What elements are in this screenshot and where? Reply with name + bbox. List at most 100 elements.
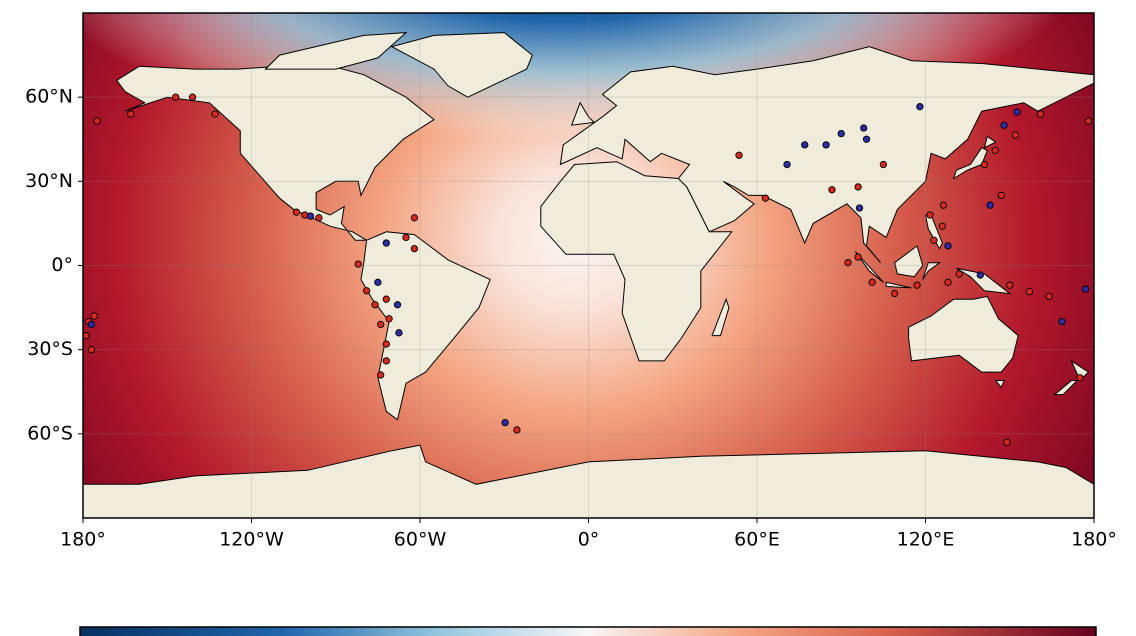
event-marker — [127, 110, 135, 118]
y-tick-label: 0° — [51, 254, 73, 276]
landmass — [894, 245, 924, 278]
event-marker — [87, 346, 96, 354]
event-marker — [93, 117, 101, 125]
x-tick-label: 120°E — [897, 529, 955, 551]
event-marker — [382, 357, 390, 365]
event-marker — [1036, 110, 1045, 118]
event-marker — [890, 289, 899, 298]
event-marker — [735, 151, 743, 159]
x-tick-label: 120°W — [219, 529, 284, 551]
landmass — [711, 297, 730, 337]
event-marker — [354, 260, 362, 268]
event-marker — [371, 301, 379, 309]
event-marker — [395, 329, 403, 337]
event-marker — [1000, 121, 1008, 129]
event-marker — [87, 320, 96, 329]
event-marker — [855, 204, 864, 212]
event-marker — [986, 201, 994, 209]
event-marker — [90, 312, 98, 320]
land — [83, 32, 1094, 518]
event-marker — [916, 103, 924, 111]
event-marker — [1013, 108, 1021, 116]
x-tick-label: 0° — [578, 529, 600, 551]
landmass — [540, 161, 733, 362]
x-tick-label: 60°W — [394, 529, 447, 551]
landmass — [570, 101, 596, 126]
landmass — [83, 444, 1094, 518]
x-tick-label: 60°E — [734, 529, 780, 551]
event-marker — [837, 129, 845, 138]
landmass — [983, 135, 997, 149]
colorbar — [79, 626, 1097, 636]
event-marker — [402, 233, 410, 242]
x-tick-label: 180° — [1071, 529, 1117, 551]
landmass — [1053, 380, 1079, 396]
map-area — [83, 13, 1094, 518]
event-marker — [393, 301, 402, 309]
event-marker — [980, 160, 989, 169]
landmass — [885, 281, 912, 289]
y-tick-label: 60°N — [25, 86, 73, 108]
event-marker — [306, 212, 315, 220]
event-marker — [926, 211, 934, 219]
x-tick-label: 180° — [60, 529, 106, 551]
landmass — [922, 262, 941, 280]
event-marker — [860, 124, 868, 132]
event-marker — [501, 418, 509, 427]
landmass — [264, 32, 408, 70]
landmass — [559, 46, 1094, 264]
event-marker — [374, 278, 382, 286]
event-marker — [362, 287, 371, 295]
event-marker — [844, 259, 852, 267]
event-marker — [930, 236, 938, 244]
event-marker — [385, 315, 393, 323]
event-marker — [188, 93, 197, 101]
event-marker — [377, 371, 385, 379]
event-marker — [1003, 438, 1011, 446]
ticks: 180° 120°W 60°W 0° 60°E 120°E 180° 60°N 30°N 0° 30… — [25, 86, 1117, 551]
event-marker — [997, 191, 1005, 200]
event-marker — [939, 201, 948, 209]
event-marker — [1076, 374, 1084, 382]
event-marker — [938, 222, 946, 230]
event-marker — [382, 239, 390, 247]
landmass — [994, 380, 1005, 389]
event-marker — [761, 194, 770, 202]
grid — [83, 13, 1094, 518]
event-marker — [955, 270, 963, 278]
event-marker — [828, 186, 836, 194]
landmass — [1070, 359, 1090, 382]
event-marker — [315, 214, 323, 222]
event-marker — [854, 253, 862, 261]
y-tick-label: 30°S — [27, 338, 73, 360]
event-marker — [1084, 117, 1093, 125]
landmass — [390, 32, 533, 98]
event-marker — [783, 160, 791, 169]
event-marker — [410, 245, 419, 253]
event-marker — [83, 331, 90, 340]
event-marker — [382, 295, 390, 303]
event-marker — [976, 271, 984, 279]
event-marker — [868, 278, 876, 286]
event-marker — [1081, 285, 1090, 293]
y-tick-label: 60°S — [27, 422, 73, 444]
event-marker — [822, 141, 830, 149]
landmass — [854, 251, 884, 283]
event-marker — [1045, 292, 1053, 301]
event-marker — [1006, 281, 1014, 289]
event-marker — [1025, 287, 1034, 296]
event-marker — [211, 110, 219, 118]
event-marker — [944, 242, 952, 250]
event-marker — [913, 281, 921, 289]
y-tick-label: 30°N — [25, 170, 73, 192]
event-marker — [377, 320, 385, 329]
event-marker — [410, 214, 419, 222]
event-marker — [801, 141, 809, 149]
event-marker — [172, 93, 180, 101]
landmass — [952, 147, 988, 180]
landmass — [908, 295, 1019, 373]
event-marker — [1011, 131, 1020, 139]
event-marker — [862, 135, 871, 143]
event-marker — [292, 208, 301, 216]
